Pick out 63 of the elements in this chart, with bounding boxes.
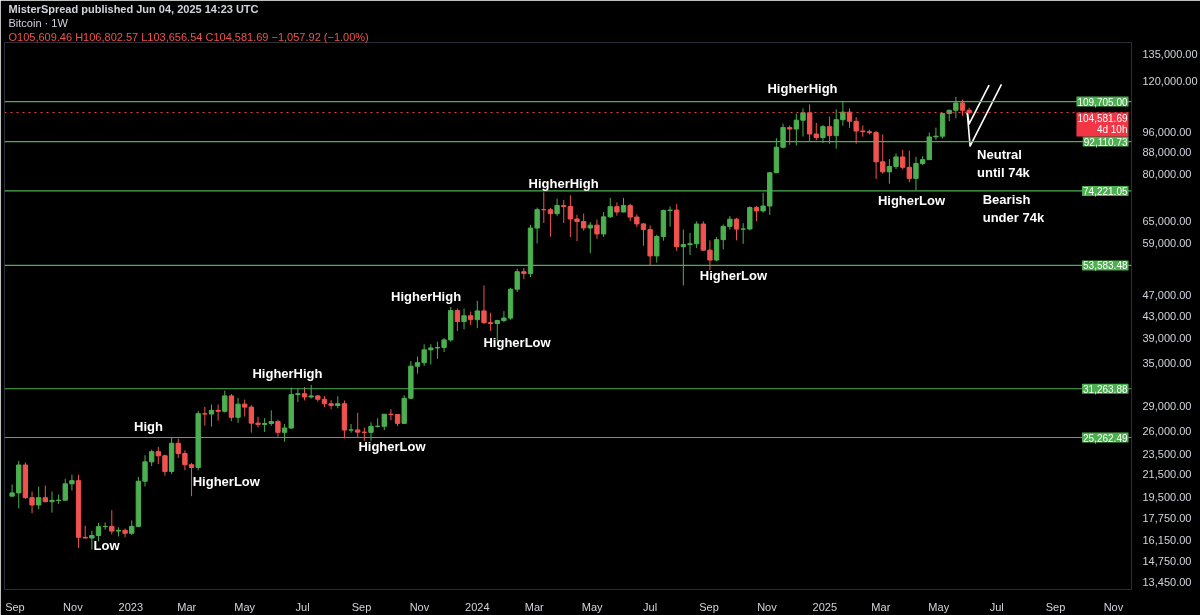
annotation: HigherLow <box>192 473 261 489</box>
y-tick-label: 29,000.00 <box>1142 399 1192 412</box>
y-tick-label: 43,000.00 <box>1142 309 1192 322</box>
y-tick-label: 23,500.00 <box>1142 448 1192 461</box>
y-tick-label: 59,000.00 <box>1142 237 1192 250</box>
x-tick-label: Mar <box>871 600 891 613</box>
ref-line-label: 31,263.88 <box>1083 383 1128 395</box>
x-tick-label: Sep <box>351 600 372 613</box>
x-tick-label: Mar <box>177 600 197 613</box>
y-tick-label: 13,450.00 <box>1142 575 1192 588</box>
y-tick-label: 17,750.00 <box>1142 512 1192 525</box>
x-tick-label: Jul <box>989 600 1004 613</box>
annotation: Low <box>93 538 121 554</box>
x-tick-label: Mar <box>524 600 545 613</box>
x-tick-label: May <box>581 600 604 613</box>
annotation: HigherLow <box>483 334 552 350</box>
x-tick-label: May <box>234 600 256 613</box>
text: MisterSpread published Jun 04, 2025 14:23 UTC <box>8 2 259 15</box>
x-tick-label: Sep <box>5 600 25 613</box>
y-tick-label: 135,000.00 <box>1142 48 1198 61</box>
annotation: HigherHigh <box>528 175 599 191</box>
y-tick-label: 65,000.00 <box>1142 215 1192 228</box>
annotation: HigherHigh <box>391 289 462 305</box>
x-tick-label: Nov <box>409 600 430 613</box>
annotation: High <box>134 418 164 434</box>
x-tick-label: Jul <box>295 600 310 613</box>
chart-subtitle: O105,609.46 H106,802.57 L103,656.54 C104,581.69 −1,057.92 (−1.00%) <box>8 30 369 43</box>
ref-line-label: 74,221.05 <box>1083 185 1128 197</box>
x-tick-label: May <box>928 600 950 613</box>
annotation: Bearish under 74k <box>982 192 1045 226</box>
y-tick-label: 80,000.00 <box>1142 167 1192 180</box>
x-tick-label: Jul <box>643 600 658 613</box>
x-tick-label: 2024 <box>465 600 490 613</box>
annotation: HigherHigh <box>767 81 838 97</box>
chart-title: Bitcoin · 1W <box>8 16 69 29</box>
y-tick-label: 26,000.00 <box>1142 424 1192 437</box>
y-tick-label: 16,150.00 <box>1142 533 1192 546</box>
y-tick-label: 96,000.00 <box>1142 126 1192 139</box>
ref-line-label: 104,581.69 4d 10h <box>1077 113 1128 136</box>
ref-line-label: 25,262.49 <box>1083 432 1128 444</box>
x-tick-label: 2023 <box>118 600 144 613</box>
x-tick-label: Nov <box>1103 600 1124 613</box>
y-tick-label: 120,000.00 <box>1142 75 1198 88</box>
y-tick-label: 47,000.00 <box>1142 289 1192 302</box>
x-tick-label: Nov <box>757 600 778 613</box>
x-tick-label: Nov <box>63 600 84 613</box>
y-tick-label: 88,000.00 <box>1142 145 1192 158</box>
x-tick-label: 2025 <box>812 600 838 613</box>
annotation: HigherHigh <box>252 366 323 382</box>
annotation: HigherLow <box>699 268 768 284</box>
ref-line-label: 53,583.48 <box>1083 260 1128 272</box>
annotation: Neutral until 74k <box>977 147 1031 181</box>
ref-line-label: 92,110.73 <box>1083 136 1128 148</box>
annotation: HigherLow <box>877 193 946 209</box>
x-tick-label: Sep <box>699 600 719 613</box>
y-tick-label: 19,500.00 <box>1142 490 1192 503</box>
ref-line-label: 109,705.00 <box>1077 96 1128 108</box>
y-tick-label: 39,000.00 <box>1142 332 1192 345</box>
y-tick-label: 35,000.00 <box>1142 356 1192 369</box>
y-tick-label: 21,500.00 <box>1142 468 1192 481</box>
x-tick-label: Sep <box>1045 600 1066 613</box>
y-tick-label: 14,750.00 <box>1142 554 1192 567</box>
annotation: HigherLow <box>358 439 427 455</box>
